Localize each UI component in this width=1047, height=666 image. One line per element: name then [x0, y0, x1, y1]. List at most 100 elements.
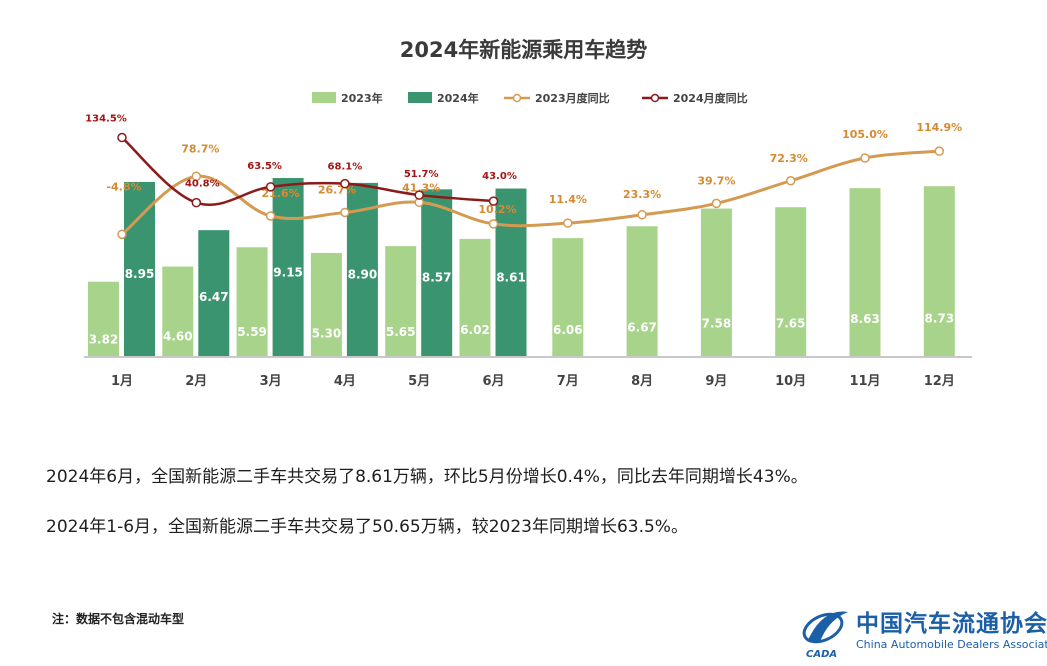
- bar-label-2023: 7.58: [702, 317, 732, 331]
- line-2023-yoy-point: [563, 218, 573, 228]
- summary-text-h1: 2024年1-6月，全国新能源二手车共交易了50.65万辆，较2023年同期增长…: [46, 517, 688, 537]
- bar-label-2023: 6.02: [460, 323, 490, 337]
- bar-2023: [849, 188, 881, 356]
- bar-2023: [162, 266, 194, 356]
- bar-2023: [385, 246, 417, 356]
- chart-legend: 2023年 2024年 2023月度同比 2024月度同比: [312, 91, 748, 105]
- legend-label: 2023年: [341, 91, 383, 105]
- legend-swatch-point: [512, 93, 522, 103]
- bar-label-2023: 6.67: [627, 320, 657, 334]
- line-2024-yoy-label: 68.1%: [328, 162, 363, 173]
- chart-title: 2024年新能源乘用车趋势: [399, 38, 648, 62]
- bar-label-2023: 7.65: [776, 316, 806, 330]
- x-tick-label: 11月: [849, 374, 880, 389]
- logo-mark-text: CADA: [806, 649, 837, 660]
- bar-label-2023: 8.73: [924, 312, 954, 326]
- line-2023-yoy-point: [488, 219, 499, 229]
- bar-2024: [198, 230, 230, 356]
- bar-label-2024: 9.15: [273, 265, 303, 279]
- x-tick-label: 9月: [705, 374, 727, 389]
- bar-2024: [421, 189, 453, 356]
- line-2023-yoy-label: 26.7%: [318, 183, 356, 196]
- bar-2023: [236, 247, 268, 356]
- bar-label-2023: 5.59: [237, 325, 267, 339]
- bar-label-2023: 4.60: [163, 329, 193, 343]
- line-2023-yoy-label: 78.7%: [181, 142, 219, 155]
- bar-label-2023: 6.06: [553, 323, 583, 337]
- bar-label-2024: 8.95: [125, 267, 155, 281]
- x-tick-label: 8月: [631, 374, 653, 389]
- x-axis: 1月 2月 3月 4月 5月 6月 7月 8月 9月 10月 11月 12月: [84, 356, 972, 389]
- bar-label-2023: 8.63: [850, 312, 880, 326]
- bar-2023: [700, 208, 732, 356]
- x-tick-label: 7月: [557, 374, 579, 389]
- bar-label-2024: 8.61: [496, 270, 526, 284]
- bar-2023: [775, 207, 807, 356]
- line-2023-yoy-label: 114.9%: [916, 121, 962, 134]
- line-2023-yoy-label: -4.8%: [106, 180, 141, 193]
- line-2023-yoy-point: [191, 171, 202, 182]
- line-2024-yoy-point: [191, 197, 202, 208]
- x-tick-label: 1月: [111, 374, 133, 389]
- bar-2023: [923, 186, 955, 356]
- line-2024-yoy-point: [117, 132, 127, 143]
- line-2024-yoy-label: 63.5%: [247, 161, 282, 172]
- bar-label-2023: 5.65: [386, 325, 416, 339]
- line-2024-yoy-point: [488, 196, 499, 206]
- cada-logo-icon: CADA: [802, 611, 848, 660]
- legend-label: 2024月度同比: [673, 91, 748, 105]
- line-2023-yoy-label: 10.2%: [478, 203, 516, 216]
- line-2024-yoy-point: [414, 190, 424, 200]
- footnote: 注：数据不包含混动车型: [52, 612, 185, 626]
- bar-label-2024: 8.90: [348, 268, 378, 282]
- line-2023-yoy-label: 41.3%: [402, 181, 440, 194]
- x-tick-label: 6月: [482, 374, 504, 389]
- line-2023-yoy-point: [934, 146, 945, 156]
- bar-2023: [459, 238, 491, 356]
- line-2023-yoy-point: [785, 176, 796, 186]
- bar-2024: [495, 188, 527, 356]
- line-2023-yoy-label: 39.7%: [697, 174, 735, 187]
- line-2023-yoy-label: 72.3%: [770, 152, 808, 165]
- line-2023-yoy-point: [117, 229, 127, 240]
- x-tick-label: 3月: [260, 374, 282, 389]
- line-2023-yoy-label: 105.0%: [842, 128, 888, 141]
- line-2023-yoy-point: [637, 210, 647, 220]
- org-name-cn: 中国汽车流通协会: [856, 610, 1047, 637]
- line-2023-yoy-point: [340, 207, 350, 218]
- line-2024-yoy-label: 51.7%: [404, 169, 439, 180]
- x-tick-label: 10月: [775, 374, 806, 389]
- legend-label: 2024年: [437, 91, 479, 105]
- legend-swatch-point: [650, 93, 660, 103]
- org-name-en: China Automobile Dealers Association: [856, 638, 1047, 651]
- bar-2024: [272, 178, 304, 356]
- bar-2023: [626, 226, 658, 356]
- bar-2023: [310, 252, 342, 356]
- bar-2023: [552, 238, 584, 356]
- line-2023-yoy-label: 23.3%: [623, 188, 661, 201]
- bar-label-2023: 5.30: [312, 326, 342, 340]
- x-tick-label: 5月: [408, 374, 430, 389]
- line-2023-yoy-point: [265, 211, 276, 221]
- bar-label-2024: 8.57: [422, 271, 452, 285]
- line-2023-yoy-point: [860, 153, 870, 163]
- line-2024-yoy-point: [340, 178, 350, 189]
- line-2023-yoy-label: 11.4%: [549, 193, 587, 206]
- x-tick-label: 2月: [185, 374, 207, 389]
- line-2024-yoy-label: 40.8%: [185, 179, 220, 190]
- line-2023-yoy-point: [711, 198, 722, 209]
- legend-label: 2023月度同比: [535, 91, 610, 105]
- summary-text-june: 2024年6月，全国新能源二手车共交易了8.61万辆，环比5月份增长0.4%，同…: [46, 467, 808, 487]
- bar-2024: [124, 181, 155, 356]
- line-2024-yoy-label: 134.5%: [85, 114, 127, 125]
- line-2024-yoy-label: 43.0%: [482, 171, 517, 182]
- x-tick-label: 12月: [924, 374, 955, 389]
- bar-label-2024: 6.47: [199, 290, 229, 304]
- bar-label-2023: 3.82: [89, 333, 119, 347]
- line-series: -4.8%78.7%21.6% 26.7% 41.3%10.2%11.4% 23.3%…: [85, 114, 962, 240]
- line-2023-yoy: [120, 149, 941, 236]
- bar-2023: [88, 281, 119, 356]
- line-2024-yoy-point: [265, 182, 276, 192]
- legend-swatch: [408, 92, 432, 103]
- legend-swatch: [312, 92, 336, 103]
